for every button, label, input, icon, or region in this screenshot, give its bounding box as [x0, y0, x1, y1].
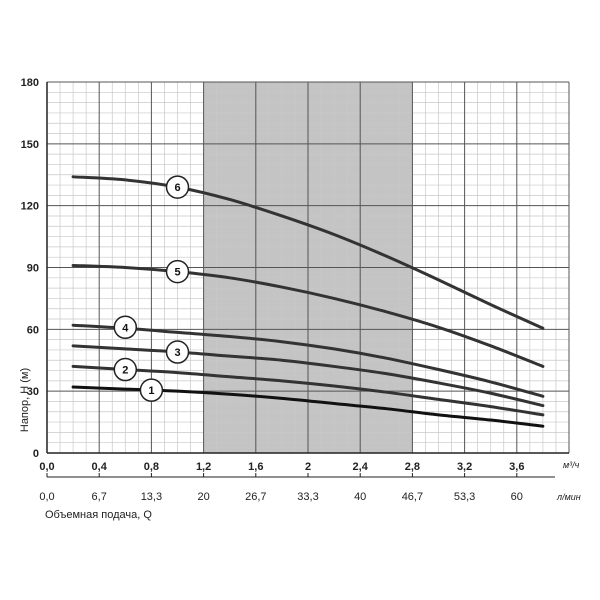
y-tick-label: 0 [33, 448, 39, 460]
x2-tick-label: 40 [354, 491, 366, 503]
y-tick-label: 120 [21, 201, 39, 213]
x-tick-label: 0,0 [39, 461, 54, 473]
y-tick-label: 60 [27, 324, 39, 336]
curve-4-label: 4 [122, 322, 129, 334]
x2-tick-label: 13,3 [141, 491, 162, 503]
x-tick-label: 2 [305, 461, 311, 473]
curve-5 [71, 263, 545, 368]
x2-axis-unit: л/мин [556, 492, 581, 502]
curve-4 [71, 323, 545, 398]
curve-1-badge [139, 378, 164, 402]
curve-3 [71, 344, 545, 408]
y-tick-label: 30 [27, 386, 39, 398]
x2-tick-label: 60 [511, 491, 523, 503]
curve-5-badge [165, 259, 190, 284]
y-tick-label: 90 [27, 263, 39, 275]
curve-6-label: 6 [174, 182, 180, 194]
x-tick-label: 3,6 [509, 461, 524, 473]
curve-2-badge [113, 357, 138, 382]
x-tick-label: 2,8 [405, 461, 420, 473]
y-tick-label: 150 [21, 139, 39, 151]
y-axis-title: Напор, H (м) [19, 368, 31, 432]
x-tick-label: 2,4 [353, 461, 369, 473]
x2-tick-label: 46,7 [402, 491, 423, 503]
x2-tick-label: 53,3 [454, 491, 475, 503]
curve-6 [71, 175, 545, 330]
x2-tick-label: 26,7 [245, 491, 266, 503]
x-tick-label: 1,2 [196, 461, 211, 473]
curve-2-label: 2 [122, 365, 128, 377]
curve-3-label: 3 [174, 347, 180, 359]
x2-tick-label: 33,3 [297, 491, 318, 503]
x2-tick-label: 0,0 [39, 491, 54, 503]
x-tick-label: 0,8 [144, 461, 159, 473]
x-tick-label: 1,6 [248, 461, 263, 473]
axes [46, 82, 569, 478]
curve-labels: 1 2 3 4 5 6 [113, 175, 190, 402]
curve-4-badge [113, 315, 138, 340]
y-tick-label: 180 [21, 77, 39, 89]
x-tick-label: 0,4 [92, 461, 108, 473]
curve-5-label: 5 [174, 267, 180, 279]
curve-3-badge [165, 340, 190, 364]
x2-tick-label: 20 [197, 491, 209, 503]
x-axis-unit: м³/ч [563, 460, 580, 470]
x2-tick-label: 6,7 [92, 491, 107, 503]
x-axis-title: Объемная подача, Q [45, 509, 152, 521]
curve-2 [71, 364, 545, 417]
curve-1-label: 1 [148, 385, 154, 397]
x-tick-label: 3,2 [457, 461, 472, 473]
curve-6-badge [165, 175, 190, 199]
